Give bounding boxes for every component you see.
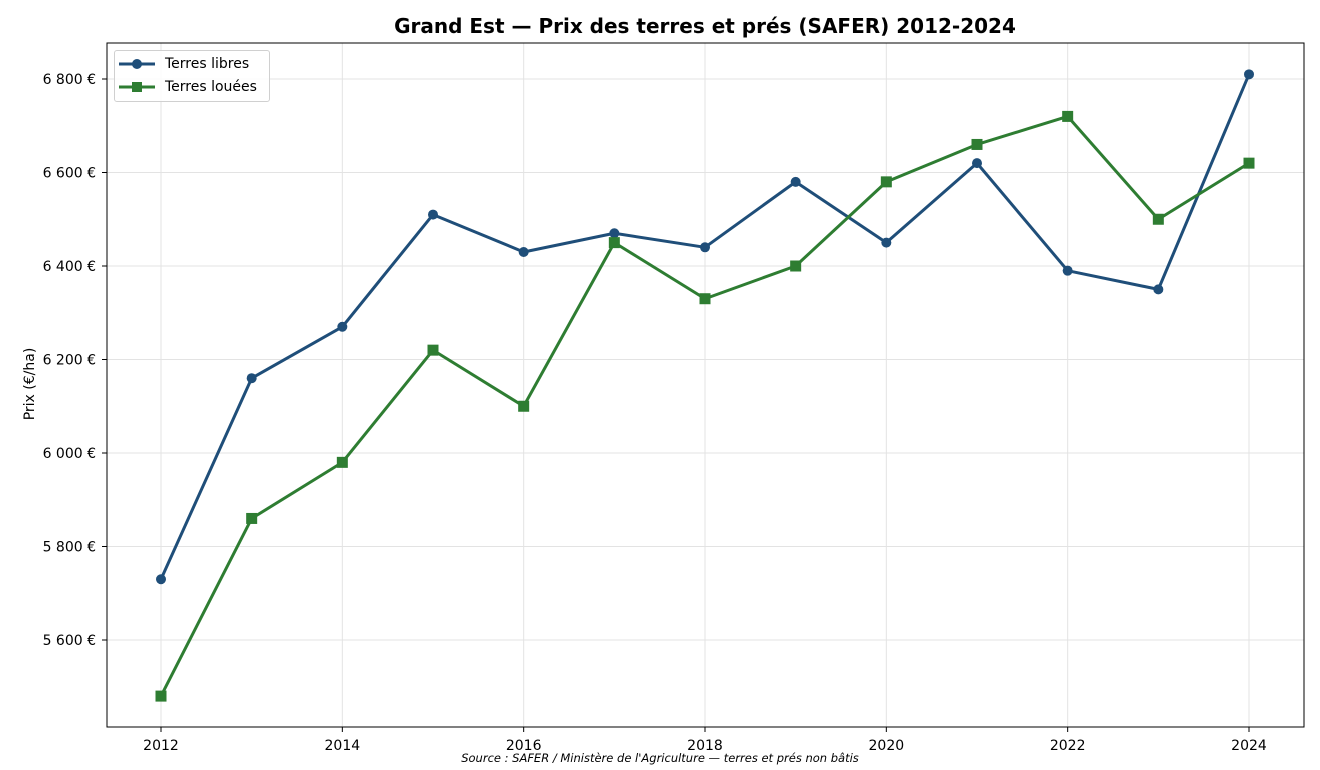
data-point [155,690,167,702]
circle-marker-icon [119,58,155,70]
data-point [700,242,710,253]
y-tick-label: 6 600 € [43,166,96,182]
y-tick-label: 5 800 € [43,540,96,556]
data-point [699,293,711,305]
data-point [790,260,802,272]
data-point [972,158,982,169]
y-tick-label: 6 400 € [43,259,96,275]
source-note: Source : SAFER / Ministère de l'Agricult… [461,751,859,765]
data-point [156,574,166,585]
x-tick-label: 2016 [506,738,542,754]
x-tick-label: 2022 [1050,738,1086,754]
legend-label: Terres louées [165,79,257,95]
data-point [880,176,892,188]
data-point [609,228,620,239]
x-tick-label: 2024 [1231,738,1267,754]
data-point [1243,157,1255,169]
data-point [1244,69,1254,80]
data-point [608,237,620,249]
data-point [337,321,348,332]
data-point [1062,110,1074,122]
data-point [971,138,983,150]
y-tick-label: 6 000 € [43,446,96,462]
y-tick-label: 6 200 € [43,353,96,369]
x-tick-label: 2018 [687,738,723,754]
data-point [518,246,529,257]
legend-label: Terres libres [165,56,250,72]
data-point [336,456,348,468]
legend-item-terres-louees: Terres louées [119,76,257,98]
legend-item-terres-libres: Terres libres [119,53,249,75]
data-point [427,344,439,356]
x-tick-label: 2012 [143,738,179,754]
y-tick-label: 6 800 € [43,72,96,88]
x-tick-label: 2014 [325,738,361,754]
square-marker-icon [119,81,155,93]
data-point [790,176,801,187]
data-point [1062,265,1073,276]
x-tick-label: 2020 [869,738,905,754]
data-point [518,400,530,412]
data-point [246,373,257,384]
data-point [246,512,258,524]
y-tick-label: 5 600 € [43,633,96,649]
data-point [1153,284,1164,295]
data-point [428,209,438,220]
data-point [1152,213,1164,225]
legend: Terres libres Terres louées [114,50,270,102]
data-point [881,237,892,248]
chart-title: Grand Est — Prix des terres et prés (SAF… [394,14,1016,38]
